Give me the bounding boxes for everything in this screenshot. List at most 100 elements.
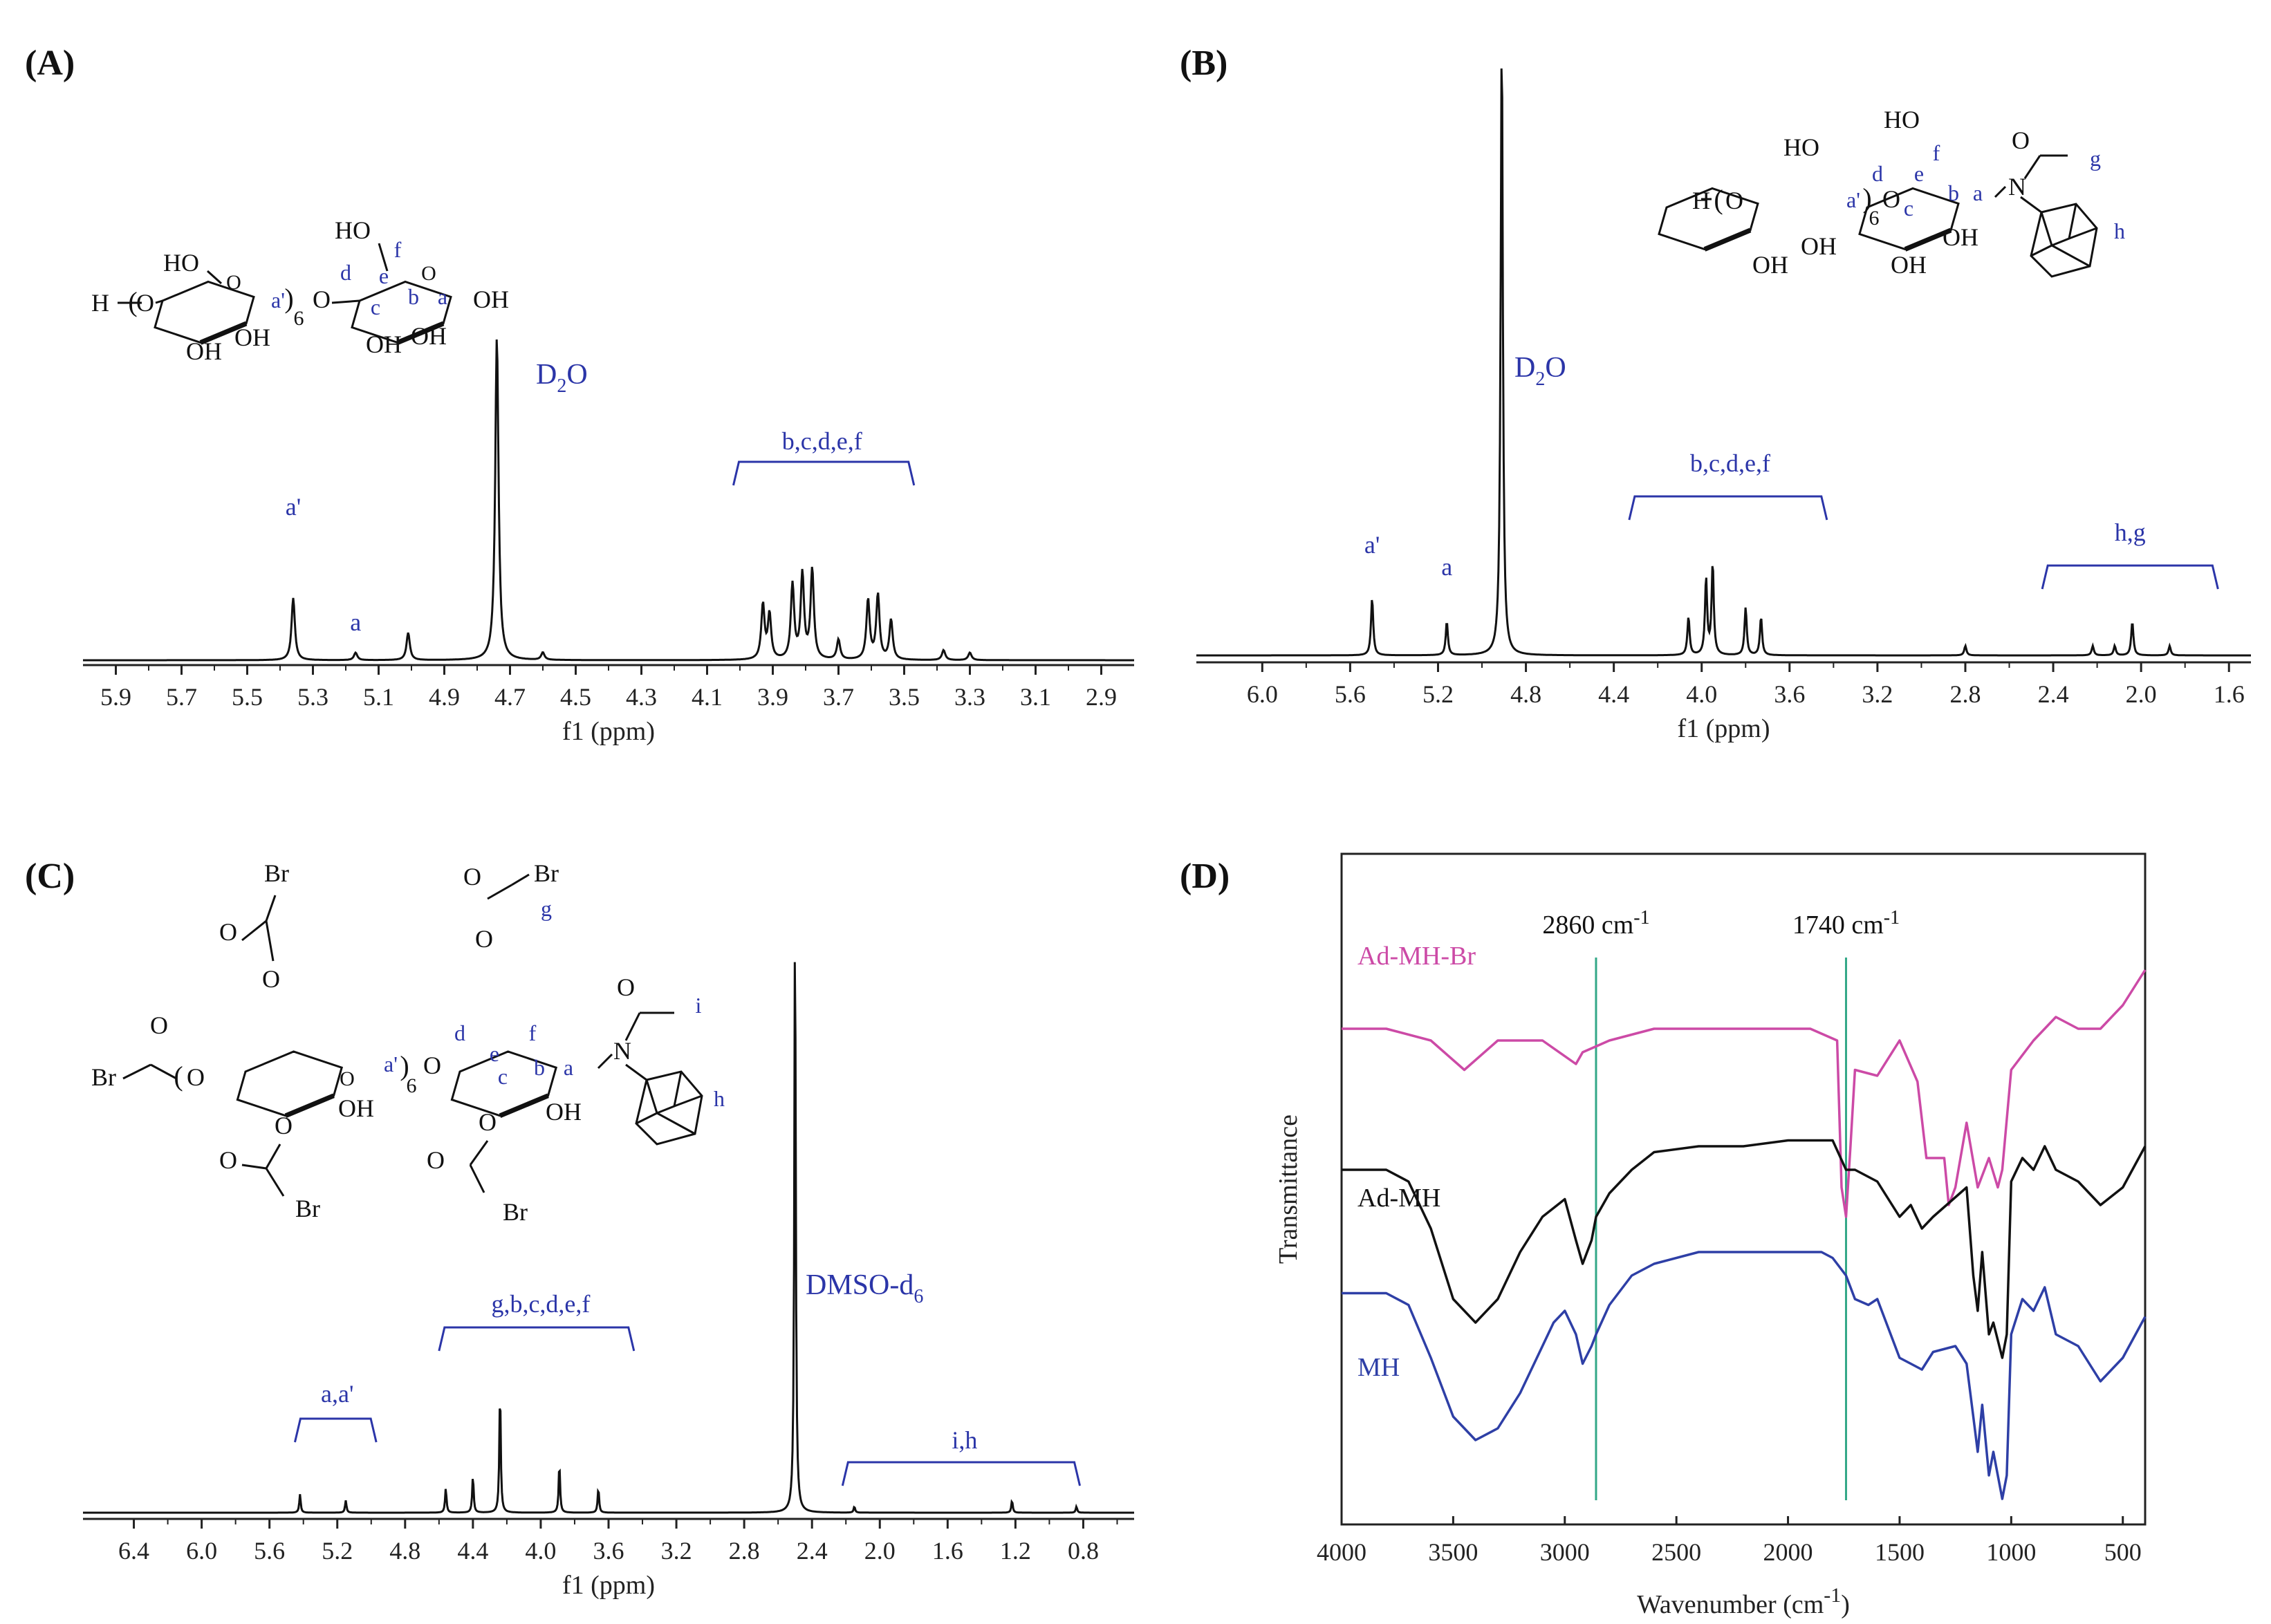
struct-label-d: d xyxy=(454,1020,465,1045)
x-tick-label: 3500 xyxy=(1428,1538,1478,1566)
struct-label-c: c xyxy=(1904,196,1913,221)
x-tick-label: 5.9 xyxy=(100,683,131,711)
struct-o-carbonyl: O xyxy=(617,973,635,1001)
struct-o-4: O xyxy=(262,965,280,993)
struct-label-b: b xyxy=(408,284,419,309)
peak-label-a-prime: a' xyxy=(1364,531,1380,559)
x-tick-label: 500 xyxy=(2104,1538,2142,1566)
bracket-label-gbcdef: g,b,c,d,e,f xyxy=(491,1290,590,1318)
struct-label-e: e xyxy=(379,263,389,288)
x-tick-label: 1000 xyxy=(1986,1538,2036,1566)
struct-o-3: O xyxy=(219,918,237,946)
plot-frame xyxy=(1340,852,2147,1526)
struct-label-a: a xyxy=(438,284,447,309)
x-tick-label: 4.8 xyxy=(1510,680,1541,708)
struct-oh-1: OH xyxy=(186,337,222,365)
x-tick-label: 4.4 xyxy=(457,1537,488,1565)
x-tick-label: 3.9 xyxy=(757,683,788,711)
panel-a-label: (A) xyxy=(25,44,75,83)
x-tick-label: 3.2 xyxy=(1862,680,1893,708)
panel-b-label: (B) xyxy=(1180,44,1228,83)
struct-oh-end: OH xyxy=(473,286,509,313)
nmr-chart-a: 5.9 5.7 5.5 5.3 5.1 4.9 4.7 4.5 4.3 4.1 3.9 3.7 3.5 3… xyxy=(83,216,1134,746)
x-tick-label: 2.8 xyxy=(1949,680,1981,708)
x-tick-label: 6.4 xyxy=(118,1537,149,1565)
adamantane-cage xyxy=(635,1070,703,1146)
nmr-spectrum-line xyxy=(1196,68,2251,657)
paren: ( xyxy=(1714,184,1723,215)
paren-close: ) xyxy=(284,283,293,314)
x-tick-label: 5.1 xyxy=(363,683,394,711)
x-tick-label: 3.2 xyxy=(661,1537,692,1565)
struct-label-d: d xyxy=(1872,161,1883,186)
series-label-2: MH xyxy=(1357,1353,1400,1382)
struct-o-6: O xyxy=(219,1146,237,1174)
bond xyxy=(487,884,512,900)
x-tick-label: 4.4 xyxy=(1598,680,1629,708)
struct-ho-1: HO xyxy=(1783,133,1819,161)
struct-label-e: e xyxy=(490,1041,499,1066)
x-tick-label: 4.0 xyxy=(1686,680,1717,708)
series-line-2 xyxy=(1342,1251,2147,1500)
x-tick-label: 5.2 xyxy=(322,1537,353,1565)
struct-o-8: O xyxy=(463,863,481,890)
peak-label-a: a xyxy=(1441,553,1452,581)
x-tick-label: 2000 xyxy=(1763,1538,1813,1566)
panel-d: (D) 4000 3500 3000 2500 2000 1500 1000 500 Waven… xyxy=(1148,802,2271,1624)
struct-oh-2: OH xyxy=(1801,232,1837,260)
bracket-bcdef xyxy=(732,460,916,486)
struct-h: H xyxy=(91,289,109,317)
paren-close: ) xyxy=(400,1050,409,1081)
glucose-ring-1-front xyxy=(1703,227,1752,252)
struct-label-i: i xyxy=(696,993,702,1018)
ir-chart-d: 4000 3500 3000 2500 2000 1500 1000 500 Wavenumbe… xyxy=(1274,852,2147,1619)
solvent-label: DMSO-d6 xyxy=(806,1269,923,1307)
panel-c-label: (C) xyxy=(25,857,75,896)
bond xyxy=(1994,185,2007,198)
bracket-label-bcdef: b,c,d,e,f xyxy=(782,427,862,455)
nmr-chart-b: 6.0 5.6 5.2 4.8 4.4 4.0 3.6 3.2 2.8 2.4 2.0 1.6 f1 (… xyxy=(1196,68,2251,743)
x-axis-title: f1 (ppm) xyxy=(562,717,655,746)
x-tick-label: 1.6 xyxy=(932,1537,963,1565)
ring-o-1: O xyxy=(340,1067,355,1090)
struct-label-b: b xyxy=(1948,180,1959,205)
adamantane xyxy=(625,1063,647,1081)
peak-label-a: a xyxy=(350,608,361,636)
bond xyxy=(241,920,267,942)
struct-o-9: O xyxy=(475,925,493,953)
x-tick-label: 0.8 xyxy=(1068,1537,1099,1565)
nmr-chart-c: 6.4 6.0 5.6 5.2 4.8 4.4 4.0 3.6 3.2 2.8 2.4 2.0 1.6 1… xyxy=(83,859,1134,1600)
series-line-1 xyxy=(1342,1139,2147,1359)
x-tick-label: 3.3 xyxy=(954,683,985,711)
struct-o-carbonyl: O xyxy=(2012,127,2030,154)
struct-o-left: O xyxy=(1725,187,1743,214)
struct-br-3: Br xyxy=(295,1195,320,1222)
bond xyxy=(469,1164,485,1193)
x-tick-label: 5.3 xyxy=(297,683,328,711)
struct-label-f: f xyxy=(394,237,402,262)
struct-label-g: g xyxy=(2090,146,2101,171)
bond xyxy=(2023,155,2041,179)
struct-o-5: O xyxy=(275,1112,293,1139)
panel-c: (C) 6.4 6.0 5.6 5.2 4.8 4.4 4.0 3.6 3.2 2.8 2.4 2.0… xyxy=(0,802,1148,1624)
struct-label-e: e xyxy=(1914,161,1924,186)
solvent-label: D2O xyxy=(536,359,588,397)
x-axis-title: f1 (ppm) xyxy=(562,1571,655,1600)
struct-ho-1: HO xyxy=(163,249,199,277)
struct-label-h: h xyxy=(2114,218,2125,243)
bond xyxy=(469,1140,489,1166)
struct-six: 6 xyxy=(294,307,304,330)
x-tick-label: 2.8 xyxy=(729,1537,760,1565)
glucose-ring-1-front xyxy=(284,1093,335,1119)
paren: ( xyxy=(128,286,137,317)
bracket-label-aa: a,a' xyxy=(321,1380,353,1408)
x-tick-label: 1.6 xyxy=(2214,680,2245,708)
x-tick-label: 4.1 xyxy=(692,683,723,711)
glucose-ring-2-front xyxy=(499,1093,549,1119)
bond xyxy=(241,1164,267,1170)
nmr-spectrum-line xyxy=(83,339,1134,662)
struct-label-b: b xyxy=(534,1055,545,1080)
struct-ho-2: HO xyxy=(1884,106,1920,133)
struct-o-link: O xyxy=(1882,185,1900,213)
glucose-ring-2-front xyxy=(396,321,445,345)
